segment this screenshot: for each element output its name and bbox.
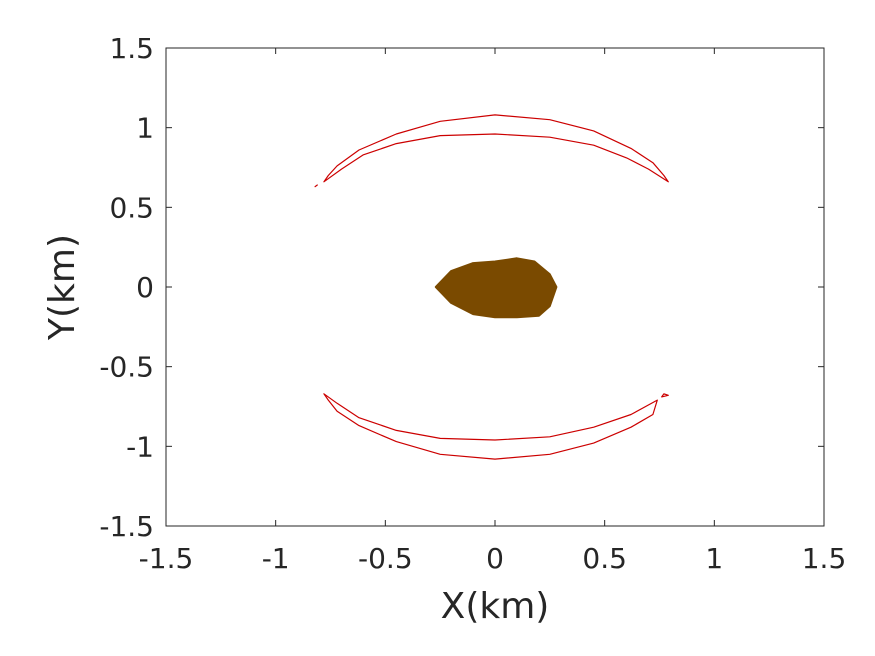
x-tick-label: -1.5 — [139, 542, 194, 575]
x-tick-label: 0 — [486, 542, 504, 575]
ticks: -1.5 -1 -0.5 0 0.5 1 1.5 -1.5 -1 -0.5 0 0.5 1 1.5 — [99, 32, 846, 575]
y-tick-label: 0.5 — [109, 191, 154, 224]
x-tick-label: 1.5 — [802, 542, 847, 575]
y-tick-label: -0.5 — [99, 351, 154, 384]
contour-line-3 — [323, 393, 658, 460]
y-axis-label: Y(km) — [42, 234, 83, 341]
central-body-contour — [434, 257, 558, 319]
contour-line-1 — [323, 114, 669, 183]
y-tick-label: 1 — [136, 112, 154, 145]
contour-line-2 — [314, 184, 318, 188]
x-tick-label: 0.5 — [582, 542, 627, 575]
y-tick-label: -1 — [126, 430, 154, 463]
y-tick-label: -1.5 — [99, 510, 154, 543]
y-tick-label: 0 — [136, 271, 154, 304]
x-axis-label: X(km) — [441, 586, 550, 627]
y-tick-label: 1.5 — [109, 32, 154, 65]
contour-line-4 — [661, 393, 669, 398]
x-tick-label: -0.5 — [358, 542, 413, 575]
plot-area — [314, 114, 669, 460]
x-tick-label: -1 — [262, 542, 290, 575]
x-tick-label: 1 — [705, 542, 723, 575]
